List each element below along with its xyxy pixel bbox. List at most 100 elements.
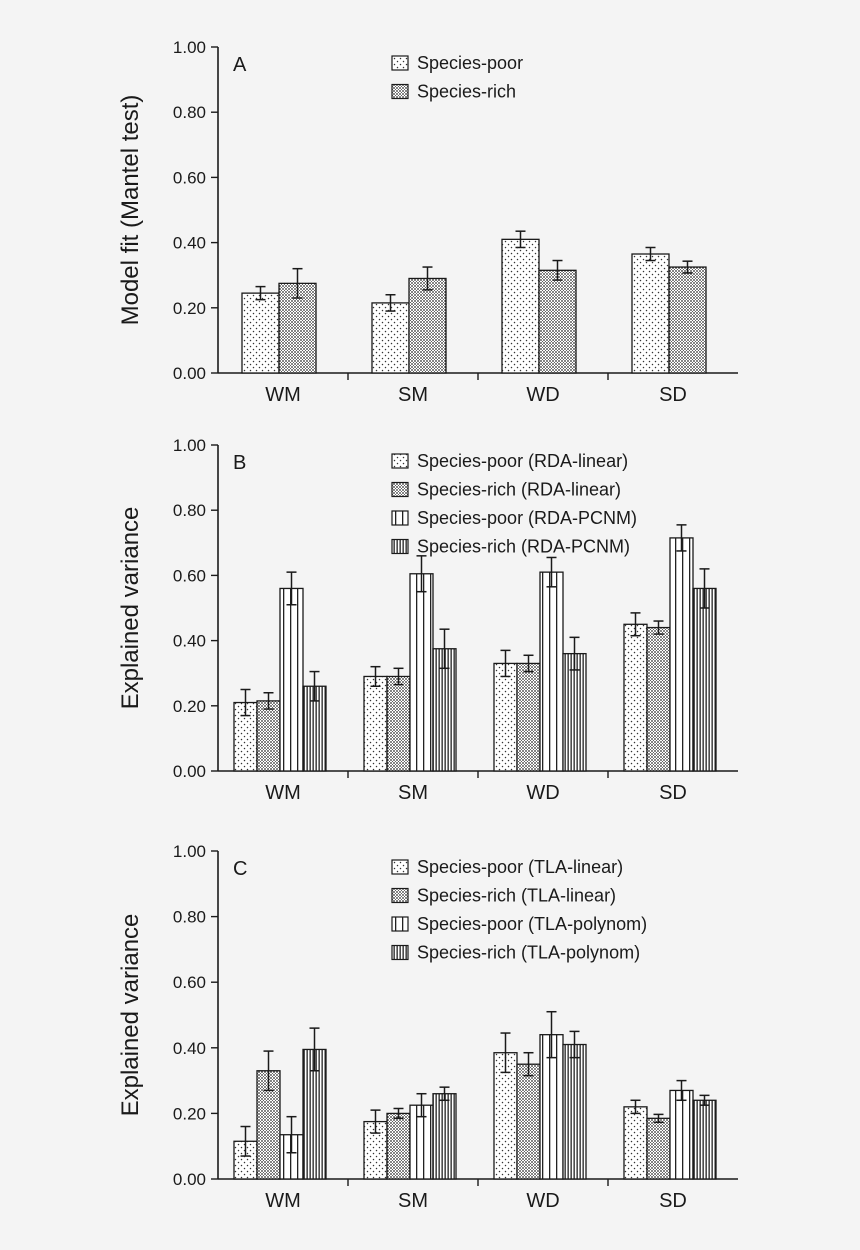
y-tick-label: 0.00 [173,1170,206,1189]
legend-label: Species-rich (RDA-PCNM) [417,537,630,557]
x-tick-label: WD [526,782,559,804]
legend-swatch [391,83,409,100]
y-axis-title: Explained variance [117,507,144,710]
bar [538,269,577,374]
legend-label: Species-poor (TLA-polynom) [417,914,647,934]
legend: Species-poor (RDA-linear) Species-rich (R… [391,451,637,557]
y-tick-label: 0.80 [173,908,206,927]
x-tick-label: SD [659,782,687,804]
x-tick-label: SM [398,782,428,804]
error-bar [439,1086,450,1102]
error-bar [370,665,381,687]
bar [386,1112,411,1180]
y-tick-label: 0.20 [173,697,206,716]
legend-item: Species-poor (RDA-linear) [391,451,628,471]
y-axis-title: Model fit (Mantel test) [117,95,144,326]
bar [241,292,280,374]
bar [432,1093,457,1180]
panel-label: A [233,54,247,76]
error-bar [309,1027,320,1072]
error-bar [653,620,664,635]
bar [669,1089,694,1180]
error-bar [523,654,534,673]
legend-item: Species-rich (TLA-polynom) [391,943,640,963]
error-bar [263,1050,274,1092]
error-bar [286,571,297,606]
error-bar [653,1113,664,1124]
error-bar [500,1032,511,1074]
legend-swatch [391,481,409,498]
legend-item: Species-poor (TLA-polynom) [391,914,647,934]
error-bar [676,1079,687,1102]
legend-label: Species-rich [417,82,516,102]
legend-item: Species-rich (TLA-linear) [391,886,616,906]
error-bar [630,612,641,637]
bar [562,652,587,772]
bar [501,238,540,374]
chart-panels: 0.00 0.20 0.40 0.60 0.80 1.00 WM SM WD SD Model fi… [117,38,738,1212]
panel-C: 0.00 0.20 0.40 0.60 0.80 1.00 WM SM WD SD Explaine… [117,842,738,1212]
error-bar [309,670,320,702]
y-tick-label: 0.40 [173,234,206,253]
legend-swatch [391,453,409,469]
legend-label: Species-poor (TLA-linear) [417,857,623,877]
error-bar [240,688,251,717]
error-bar [699,1094,710,1106]
error-bar [370,1109,381,1134]
bar [408,277,447,374]
bar [562,1043,587,1180]
x-tick-label: WM [265,384,301,406]
panel-label: C [233,858,247,880]
legend-item: Species-poor (RDA-PCNM) [391,508,637,528]
bar [516,662,541,772]
error-bar [682,260,693,274]
error-bar [416,1092,427,1118]
error-bar [645,246,656,262]
y-axis-title: Explained variance [117,914,144,1117]
error-bar [515,230,526,249]
y-tick-label: 0.40 [173,1039,206,1058]
y-tick-label: 0.60 [173,973,206,992]
y-tick-label: 0.80 [173,103,206,122]
legend-label: Species-poor (RDA-PCNM) [417,508,637,528]
x-tick-label: SM [398,384,428,406]
bar [669,537,694,772]
error-bar [292,267,303,299]
bar [539,571,564,772]
legend-swatch [391,944,409,961]
error-bar [546,556,557,588]
error-bar [385,294,396,312]
legend-swatch [391,887,409,904]
error-bar [630,1099,641,1115]
error-bar [546,1010,557,1059]
error-bar [699,568,710,609]
bar [516,1063,541,1180]
bar [692,1099,717,1180]
y-tick-label: 0.20 [173,299,206,318]
error-bar [500,649,511,678]
error-bar [552,259,563,281]
error-bar [439,628,450,670]
panel-A: 0.00 0.20 0.40 0.60 0.80 1.00 WM SM WD SD Model fi… [117,38,738,406]
legend-item: Species-rich (RDA-PCNM) [391,537,630,557]
bar [646,626,671,772]
error-bar [393,1107,404,1120]
bar [646,1117,671,1180]
legend-item: Species-poor [391,53,523,73]
x-tick-label: WM [265,782,301,804]
panel-label: B [233,452,246,474]
x-tick-label: SD [659,1190,687,1212]
bar [363,675,388,772]
y-tick-label: 0.60 [173,566,206,585]
bar [371,302,410,374]
error-bar [416,555,427,593]
legend-label: Species-poor (RDA-linear) [417,451,628,471]
y-tick-label: 0.20 [173,1104,206,1123]
legend-swatch [391,538,409,555]
error-bar [569,1030,580,1059]
legend: Species-poor (TLA-linear) Species-rich (T… [391,857,647,963]
x-tick-label: WD [526,384,559,406]
bar [631,253,670,374]
error-bar [286,1115,297,1154]
bar [386,675,411,772]
